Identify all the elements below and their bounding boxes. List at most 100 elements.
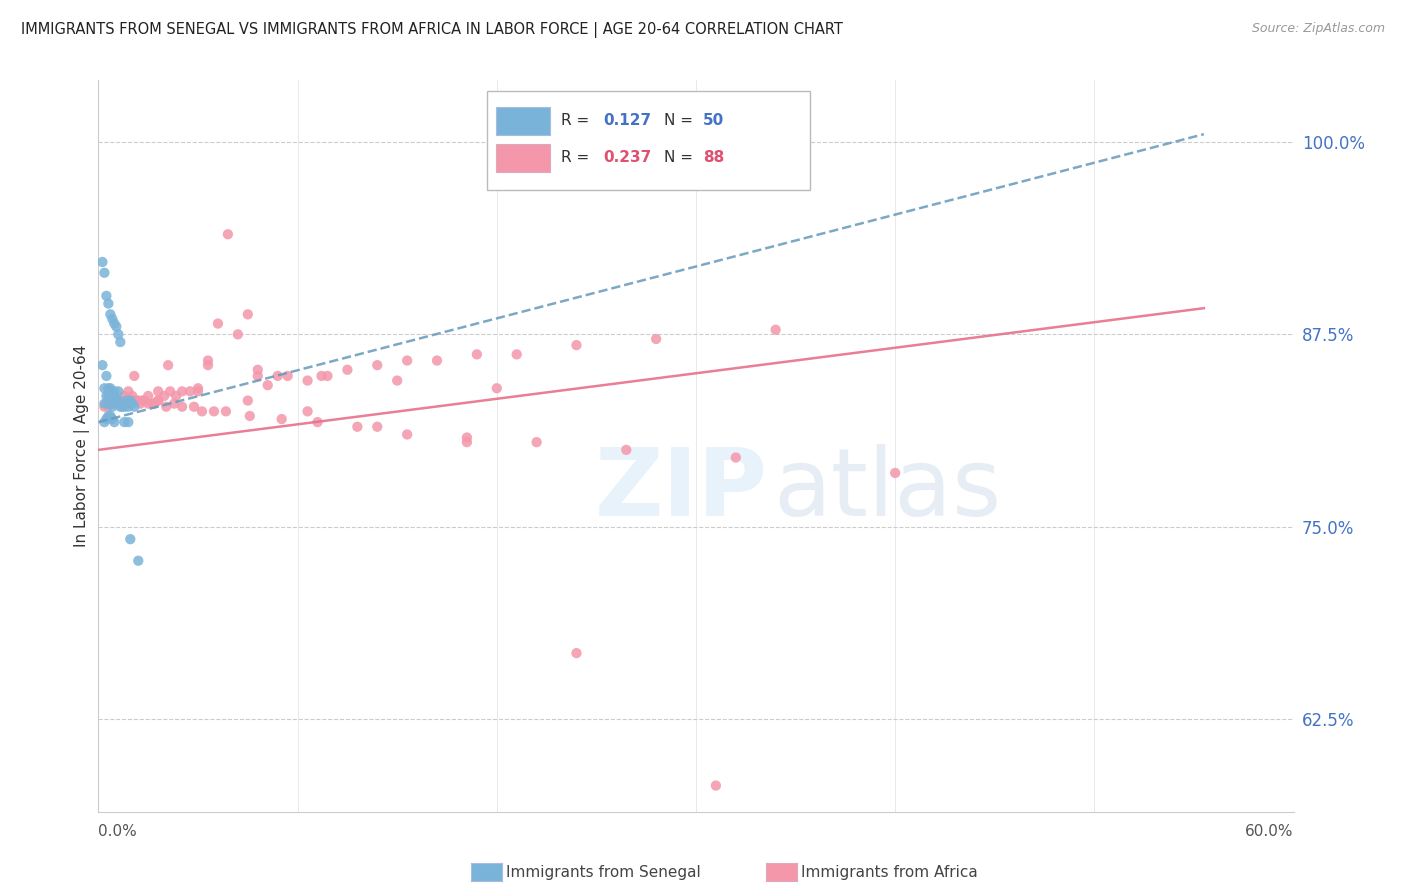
Point	[396, 427, 419, 442]
Point	[103, 393, 125, 408]
Text: R =: R =	[561, 113, 595, 128]
Text: 50: 50	[703, 113, 724, 128]
Point	[270, 412, 292, 426]
Point	[121, 397, 143, 411]
Point	[179, 384, 201, 399]
Point	[97, 381, 120, 395]
Point	[506, 347, 529, 361]
Point	[884, 466, 907, 480]
Point	[93, 266, 115, 280]
Point	[100, 409, 122, 423]
Text: Immigrants from Africa: Immigrants from Africa	[801, 865, 979, 880]
Point	[183, 400, 205, 414]
Point	[311, 368, 333, 383]
Point	[127, 554, 149, 568]
FancyBboxPatch shape	[496, 107, 550, 136]
Point	[117, 393, 139, 408]
Point	[120, 532, 142, 546]
Point	[110, 397, 132, 411]
Point	[297, 374, 319, 388]
Point	[120, 393, 142, 408]
Point	[765, 323, 787, 337]
Point	[191, 404, 214, 418]
Point	[256, 378, 278, 392]
Point	[101, 393, 124, 408]
Text: 88: 88	[703, 150, 724, 165]
Point	[207, 317, 229, 331]
Point	[93, 397, 115, 411]
Point	[101, 389, 124, 403]
Point	[97, 397, 120, 411]
Point	[100, 384, 122, 399]
Point	[107, 384, 129, 399]
Point	[100, 389, 122, 403]
Point	[645, 332, 668, 346]
Point	[239, 409, 262, 423]
Point	[124, 368, 146, 383]
Point	[105, 397, 128, 411]
Text: 0.237: 0.237	[603, 150, 651, 165]
Point	[93, 400, 115, 414]
Point	[307, 415, 329, 429]
Point	[396, 353, 419, 368]
Point	[217, 227, 239, 242]
Point	[246, 363, 269, 377]
FancyBboxPatch shape	[496, 144, 550, 171]
Point	[131, 393, 153, 408]
Point	[112, 389, 135, 403]
Point	[127, 393, 149, 408]
Point	[97, 393, 120, 408]
Point	[277, 368, 299, 383]
Point	[426, 353, 449, 368]
Point	[187, 384, 209, 399]
Point	[202, 404, 225, 418]
Point	[153, 389, 176, 403]
Point	[165, 389, 187, 403]
Point	[96, 368, 118, 383]
Point	[143, 397, 166, 411]
Point	[159, 384, 181, 399]
Point	[226, 327, 249, 342]
Point	[366, 358, 388, 372]
Point	[336, 363, 359, 377]
Text: R =: R =	[561, 150, 595, 165]
Text: 60.0%: 60.0%	[1246, 824, 1294, 839]
Point	[103, 384, 125, 399]
Point	[134, 393, 156, 408]
Point	[121, 389, 143, 403]
Point	[124, 400, 146, 414]
Point	[101, 400, 124, 414]
Point	[120, 393, 142, 408]
Point	[124, 393, 146, 408]
Point	[101, 397, 124, 411]
FancyBboxPatch shape	[486, 91, 810, 190]
Point	[316, 368, 339, 383]
Point	[148, 393, 170, 408]
Point	[107, 393, 129, 408]
Text: Immigrants from Senegal: Immigrants from Senegal	[506, 865, 702, 880]
Point	[187, 381, 209, 395]
Point	[163, 397, 186, 411]
Point	[96, 397, 118, 411]
Point	[111, 393, 134, 408]
Point	[456, 431, 478, 445]
Point	[97, 409, 120, 423]
Point	[93, 381, 115, 395]
Point	[103, 317, 125, 331]
Point	[105, 319, 128, 334]
Point	[91, 255, 114, 269]
Text: 0.0%: 0.0%	[98, 824, 138, 839]
Point	[103, 415, 125, 429]
Point	[526, 435, 548, 450]
Point	[129, 397, 152, 411]
Point	[96, 389, 118, 403]
Point	[117, 415, 139, 429]
Point	[115, 397, 138, 411]
Point	[125, 393, 148, 408]
Point	[456, 435, 478, 450]
Point	[141, 397, 163, 411]
Point	[100, 393, 122, 408]
Point	[346, 419, 368, 434]
Point	[96, 289, 118, 303]
Point	[724, 450, 747, 465]
